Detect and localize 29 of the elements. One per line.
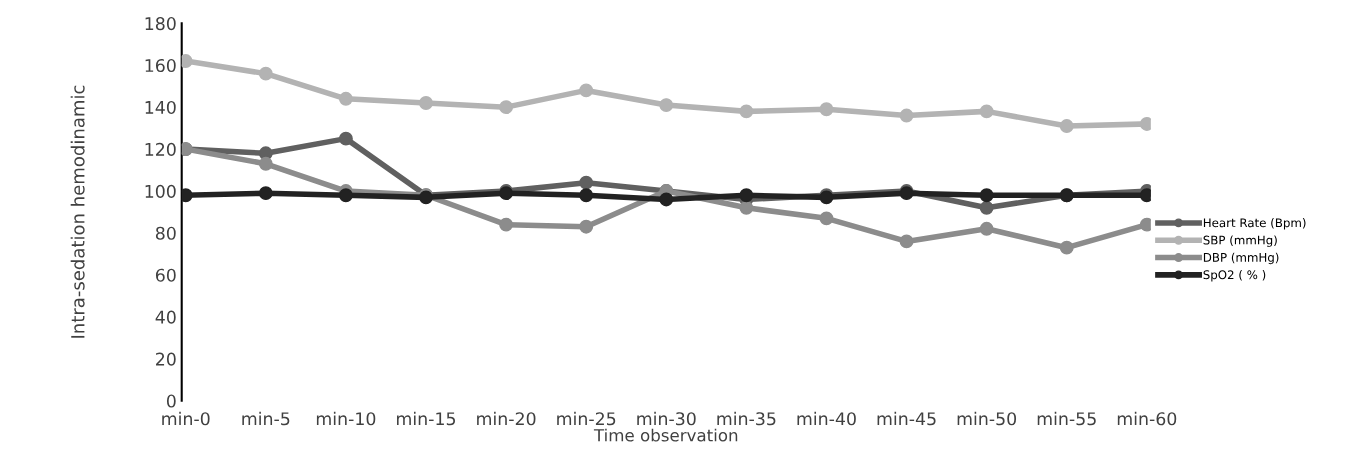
x-tick-label: min-45 bbox=[877, 411, 936, 426]
y-tick-label: 20 bbox=[156, 352, 176, 366]
x-tick-label: min-15 bbox=[397, 411, 456, 426]
x-tick-label: min-5 bbox=[242, 411, 290, 426]
legend-label: SpO2 ( % ) bbox=[1203, 270, 1266, 282]
x-tick-label: min-20 bbox=[477, 411, 536, 426]
x-tick-label: min-10 bbox=[316, 411, 376, 426]
y-tick-label: 60 bbox=[155, 268, 176, 282]
legend-label: DBP (mmHg) bbox=[1203, 252, 1279, 265]
y-tick-label: 140 bbox=[145, 100, 176, 115]
x-tick-label: min-30 bbox=[637, 411, 696, 426]
y-tick-label: 120 bbox=[145, 142, 176, 156]
x-tick-label: min-40 bbox=[797, 411, 856, 426]
x-tick-label: min-50 bbox=[957, 411, 1017, 426]
legend-label: SBP (mmHg) bbox=[1203, 235, 1277, 247]
x-tick-label: min-60 bbox=[1117, 411, 1177, 426]
y-axis-title: Intra-sedation hemodinamic bbox=[70, 85, 85, 338]
y-tick-label: 80 bbox=[155, 226, 176, 240]
x-tick-label: min-25 bbox=[557, 411, 616, 426]
y-tick-label: 160 bbox=[145, 58, 176, 73]
y-tick-label: 100 bbox=[145, 184, 176, 198]
x-tick-label: min-55 bbox=[1037, 411, 1096, 426]
y-tick-label: 180 bbox=[145, 17, 176, 31]
legend-label: Heart Rate (Bpm) bbox=[1203, 218, 1306, 230]
x-tick-label: min-35 bbox=[717, 411, 776, 426]
y-tick-label: 0 bbox=[166, 394, 176, 408]
x-axis-title: Time observation bbox=[593, 428, 738, 442]
y-tick-label: 40 bbox=[155, 310, 176, 324]
x-tick-label: min-0 bbox=[162, 411, 210, 426]
